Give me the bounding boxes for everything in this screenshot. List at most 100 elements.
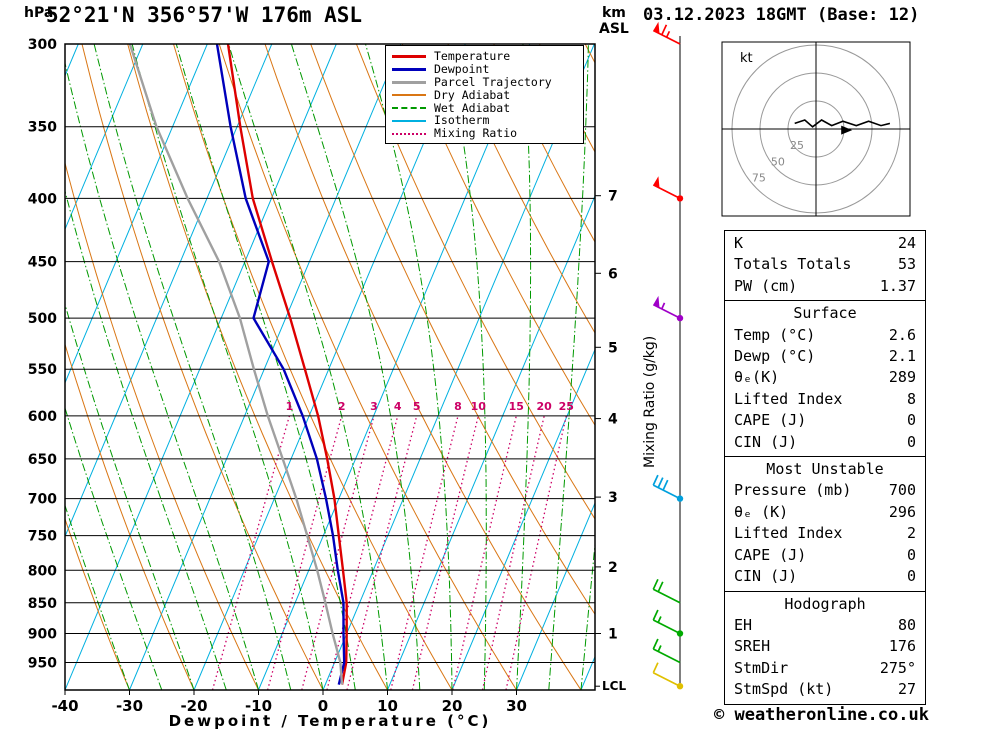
storm-motion-marker <box>841 125 853 135</box>
svg-text:350: 350 <box>28 120 57 136</box>
svg-text:1: 1 <box>286 400 294 413</box>
svg-text:75: 75 <box>752 172 766 185</box>
table-row: Totals Totals 53 <box>725 254 925 275</box>
table-row-label: SREH <box>734 637 771 656</box>
chart-border <box>64 43 596 691</box>
table-row-value: 275° <box>879 658 916 677</box>
table-row-value: 0 <box>906 545 916 564</box>
table-row: CIN (J) 0 <box>725 432 925 453</box>
hodograph: 25 50 75 kt <box>721 41 911 217</box>
table-section-title: Most Unstable <box>766 460 884 479</box>
svg-text:6: 6 <box>608 266 618 282</box>
svg-text:400: 400 <box>28 191 57 207</box>
table-row-label: CAPE (J) <box>734 411 807 430</box>
legend-label: Dry Adiabat <box>434 87 511 102</box>
legend-item: Temperature <box>391 50 578 63</box>
km-axis-unit: km <box>602 5 626 21</box>
table-row-value: 700 <box>888 481 916 500</box>
table-row-value: 0 <box>906 567 916 586</box>
svg-text:-40: -40 <box>51 697 78 715</box>
wind-barb <box>652 638 681 664</box>
table-row: K 24 <box>725 233 925 254</box>
legend-swatch <box>392 80 426 84</box>
pressure-axis-unit: hPa <box>24 5 54 21</box>
svg-text:3: 3 <box>608 490 618 506</box>
table-section-title: Hodograph <box>784 594 866 613</box>
svg-text:650: 650 <box>28 452 57 468</box>
pressure-axis-labels: 300 350 400 450 500 550 600 650 700 750 800 850 900 9… <box>28 37 57 672</box>
svg-text:750: 750 <box>28 529 57 545</box>
mixing-ratio-labels: 1 2 3 4 5 8 10 15 20 25 <box>286 400 574 413</box>
hodograph-trace <box>794 119 891 128</box>
table-row-value: 0 <box>906 432 916 451</box>
station-title: 52°21'N 356°57'W 176m ASL <box>46 3 363 27</box>
dewpoint-trace <box>215 44 346 685</box>
legend-item: Dry Adiabat <box>391 89 578 102</box>
temperature-trace <box>226 44 348 685</box>
table-row-label: StmSpd (kt) <box>734 680 834 699</box>
table-row-value: 296 <box>888 502 916 521</box>
legend-label: Dewpoint <box>434 61 490 76</box>
temp-axis-labels: -40 -30 -20 -10 0 10 20 30 <box>51 690 527 715</box>
wind-barb <box>652 578 681 604</box>
table-row-label: Totals Totals <box>734 255 852 274</box>
table-row-value: 53 <box>897 255 916 274</box>
table-row: Lifted Index 2 <box>725 523 925 544</box>
table-row-value: 27 <box>897 680 916 699</box>
hodograph-unit-label: kt <box>740 51 753 66</box>
datetime-title: 03.12.2023 18GMT (Base: 12) <box>643 5 920 25</box>
wind-barb <box>652 474 684 502</box>
svg-text:-10: -10 <box>245 697 272 715</box>
legend-label: Parcel Trajectory <box>434 74 552 89</box>
legend-item: Wet Adiabat <box>391 102 578 115</box>
svg-text:0: 0 <box>318 697 328 715</box>
table-row: Pressure (mb) 700 <box>725 480 925 501</box>
legend-swatch <box>392 107 426 109</box>
wind-barb <box>652 609 684 637</box>
table-section: Most Unstable Pressure (mb) 700 θₑ (K) 296 Li… <box>724 456 926 592</box>
wind-barb <box>652 662 684 690</box>
table-row-label: θₑ(K) <box>734 368 780 387</box>
table-row: StmDir 275° <box>725 658 925 679</box>
svg-text:30: 30 <box>506 697 527 715</box>
table-row-label: θₑ (K) <box>734 502 789 521</box>
table-section-title: Surface <box>793 304 857 323</box>
legend-item: Parcel Trajectory <box>391 76 578 89</box>
svg-text:50: 50 <box>771 156 785 169</box>
table-row-value: 176 <box>888 637 916 656</box>
svg-text:300: 300 <box>28 37 57 53</box>
svg-text:2: 2 <box>338 400 346 413</box>
table-row: CIN (J) 0 <box>725 566 925 587</box>
legend-swatch <box>392 54 426 58</box>
table-row: CAPE (J) 0 <box>725 545 925 566</box>
svg-text:950: 950 <box>28 656 57 672</box>
table-row-label: K <box>734 234 744 252</box>
table-row-label: Pressure (mb) <box>734 481 852 500</box>
table-row-value: 289 <box>888 368 916 387</box>
km-axis: 7 6 5 4 3 2 1 LCL <box>595 189 626 693</box>
table-row-value: 2.6 <box>888 325 916 344</box>
legend-label: Isotherm <box>434 113 490 128</box>
table-section: K 24 Totals Totals 53 PW (cm) 1.37 <box>724 230 926 302</box>
legend-swatch <box>392 132 426 135</box>
legend-swatch <box>392 119 426 122</box>
table-row-value: 8 <box>906 389 916 408</box>
legend-swatch <box>392 67 426 71</box>
table-row: Dewp (°C) 2.1 <box>725 346 925 367</box>
svg-text:1: 1 <box>608 627 618 643</box>
svg-text:20: 20 <box>442 697 463 715</box>
svg-text:850: 850 <box>28 596 57 612</box>
svg-text:600: 600 <box>28 409 57 425</box>
svg-text:20: 20 <box>537 400 553 413</box>
svg-text:10: 10 <box>377 697 398 715</box>
svg-text:7: 7 <box>608 189 618 205</box>
table-row: PW (cm) 1.37 <box>725 276 925 297</box>
svg-text:8: 8 <box>454 400 462 413</box>
svg-text:-20: -20 <box>180 697 207 715</box>
mixing-ratio-axis-label: Mixing Ratio (g/kg) <box>642 336 658 468</box>
table-row-label: EH <box>734 615 753 634</box>
svg-text:2: 2 <box>608 560 618 576</box>
isotherm-lines <box>65 44 595 690</box>
